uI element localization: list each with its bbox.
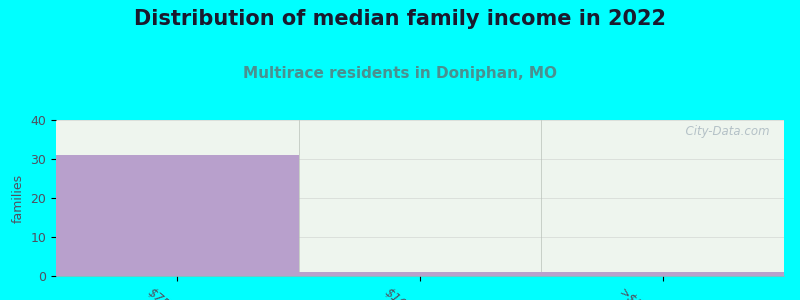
Bar — [298, 272, 542, 276]
Bar — [56, 155, 298, 276]
Bar — [542, 272, 784, 276]
Text: City-Data.com: City-Data.com — [678, 125, 770, 138]
Y-axis label: families: families — [12, 173, 25, 223]
Text: Multirace residents in Doniphan, MO: Multirace residents in Doniphan, MO — [243, 66, 557, 81]
Text: Distribution of median family income in 2022: Distribution of median family income in … — [134, 9, 666, 29]
